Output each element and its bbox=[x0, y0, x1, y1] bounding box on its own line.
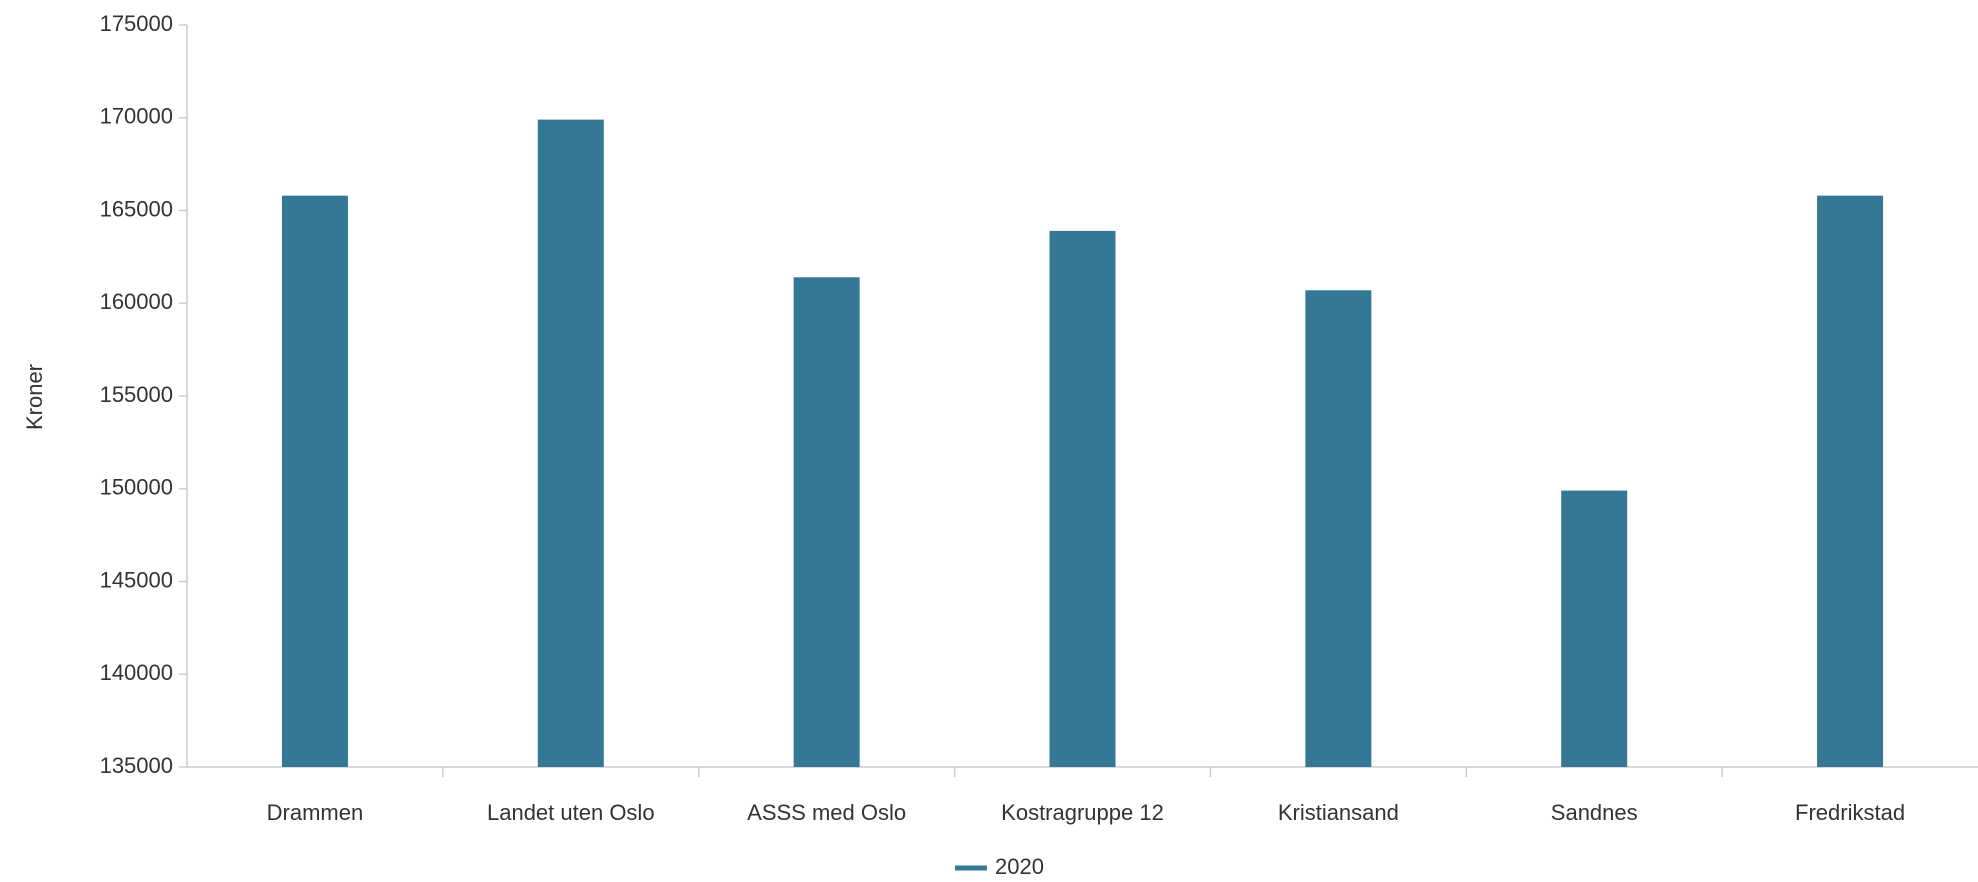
x-tick-label: Fredrikstad bbox=[1795, 800, 1905, 825]
y-tick-label: 170000 bbox=[100, 104, 173, 129]
bar bbox=[1561, 490, 1628, 767]
y-tick-label: 165000 bbox=[100, 196, 173, 221]
x-tick-label: Kostragruppe 12 bbox=[1001, 800, 1164, 825]
bar bbox=[793, 277, 860, 767]
x-tick-label: Drammen bbox=[267, 800, 364, 825]
legend-label: 2020 bbox=[995, 854, 1044, 879]
bar bbox=[281, 195, 348, 767]
y-tick-label: 160000 bbox=[100, 289, 173, 314]
y-tick-label: 150000 bbox=[100, 475, 173, 500]
y-tick-label: 135000 bbox=[100, 753, 173, 778]
x-tick-label: ASSS med Oslo bbox=[747, 800, 906, 825]
y-tick-label: 175000 bbox=[100, 11, 173, 36]
y-tick-label: 145000 bbox=[100, 567, 173, 592]
bar bbox=[1817, 195, 1884, 767]
y-tick-label: 155000 bbox=[100, 382, 173, 407]
x-tick-label: Kristiansand bbox=[1278, 800, 1399, 825]
y-axis-label: Kroner bbox=[22, 364, 47, 430]
bar bbox=[1305, 290, 1372, 767]
bar bbox=[537, 119, 604, 768]
x-tick-label: Sandnes bbox=[1551, 800, 1638, 825]
y-tick-label: 140000 bbox=[100, 660, 173, 685]
bar bbox=[1049, 230, 1116, 767]
x-tick-label: Landet uten Oslo bbox=[487, 800, 655, 825]
